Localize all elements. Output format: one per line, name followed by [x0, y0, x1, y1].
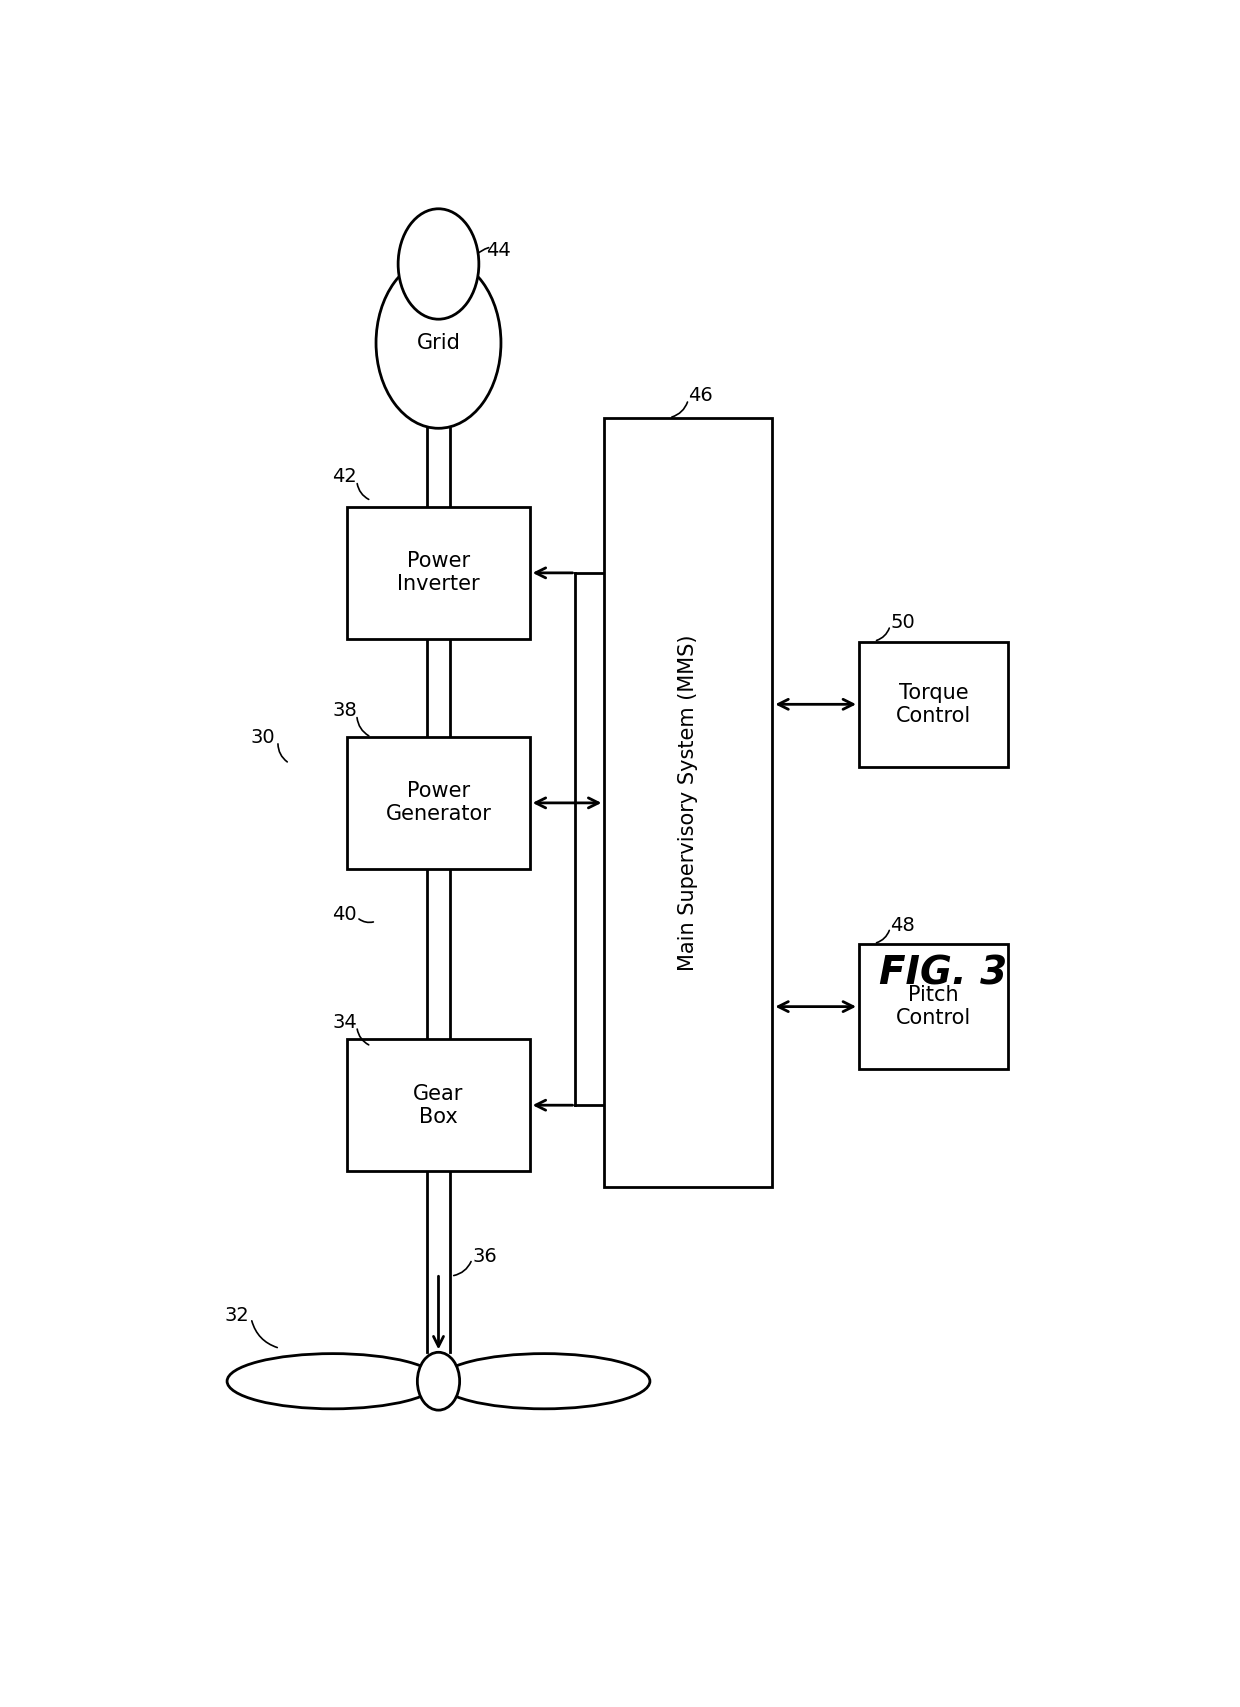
Circle shape [398, 208, 479, 319]
Bar [347, 507, 529, 638]
Text: Power
Generator: Power Generator [386, 782, 491, 824]
Text: Torque
Control: Torque Control [895, 683, 971, 725]
Bar [347, 737, 529, 869]
Ellipse shape [227, 1354, 439, 1408]
Bar [347, 1040, 529, 1171]
Bar [604, 418, 773, 1188]
Circle shape [418, 1352, 460, 1410]
Text: 44: 44 [486, 241, 511, 261]
Text: 30: 30 [250, 727, 275, 746]
Ellipse shape [439, 1354, 650, 1408]
Text: Main Supervisory System (MMS): Main Supervisory System (MMS) [678, 635, 698, 971]
Text: 48: 48 [890, 915, 915, 935]
Text: Pitch
Control: Pitch Control [895, 985, 971, 1028]
Text: Grid: Grid [417, 333, 460, 353]
Text: FIG. 3: FIG. 3 [879, 954, 1007, 993]
Text: 50: 50 [890, 613, 915, 632]
Text: 36: 36 [472, 1246, 497, 1267]
Text: 34: 34 [332, 1012, 357, 1033]
Text: 46: 46 [688, 386, 713, 405]
Bar [859, 944, 1008, 1069]
Text: Power
Inverter: Power Inverter [397, 551, 480, 594]
Text: 42: 42 [332, 468, 357, 486]
Text: Gear
Box: Gear Box [413, 1084, 464, 1127]
Text: 38: 38 [332, 702, 357, 720]
Text: 32: 32 [224, 1306, 249, 1325]
Bar [859, 642, 1008, 766]
Text: 40: 40 [332, 905, 357, 923]
Circle shape [376, 258, 501, 428]
